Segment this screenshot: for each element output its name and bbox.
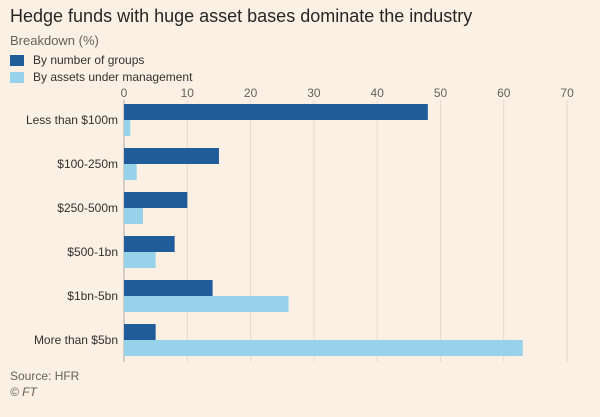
bar-number-of-groups <box>124 324 156 340</box>
legend: By number of groups By assets under mana… <box>10 52 192 86</box>
x-tick-label: 50 <box>434 86 448 100</box>
x-tick-label: 20 <box>244 86 258 100</box>
y-category-label: $500-1bn <box>67 245 118 259</box>
x-tick-label: 70 <box>560 86 574 100</box>
bar-assets-under-management <box>124 340 523 356</box>
legend-label-assets: By assets under management <box>33 70 193 84</box>
credit-note: © FT <box>10 385 37 399</box>
bar-assets-under-management <box>124 120 131 136</box>
y-category-label: $1bn-5bn <box>67 289 118 303</box>
bar-number-of-groups <box>124 104 428 120</box>
bar-number-of-groups <box>124 236 175 252</box>
y-category-label: More than $5bn <box>34 333 118 347</box>
bar-assets-under-management <box>124 208 143 224</box>
bar-number-of-groups <box>124 280 213 296</box>
bar-assets-under-management <box>124 252 156 268</box>
x-tick-label: 60 <box>497 86 511 100</box>
chart-subtitle: Breakdown (%) <box>10 33 99 48</box>
chart-title: Hedge funds with huge asset bases domina… <box>10 6 473 26</box>
bar-number-of-groups <box>124 192 188 208</box>
legend-item-groups: By number of groups <box>10 52 192 68</box>
source-note: Source: HFR <box>10 369 80 383</box>
y-category-label: $100-250m <box>57 157 118 171</box>
y-category-label: $250-500m <box>57 201 118 215</box>
x-tick-label: 10 <box>181 86 195 100</box>
bar-number-of-groups <box>124 148 219 164</box>
legend-item-assets: By assets under management <box>10 69 192 85</box>
legend-swatch-assets <box>10 71 24 83</box>
bar-assets-under-management <box>124 164 137 180</box>
x-tick-label: 0 <box>121 86 128 100</box>
legend-label-groups: By number of groups <box>33 53 145 67</box>
x-tick-label: 30 <box>307 86 321 100</box>
legend-swatch-groups <box>10 54 24 66</box>
x-tick-label: 40 <box>371 86 385 100</box>
bar-assets-under-management <box>124 296 289 312</box>
y-category-label: Less than $100m <box>26 113 118 127</box>
